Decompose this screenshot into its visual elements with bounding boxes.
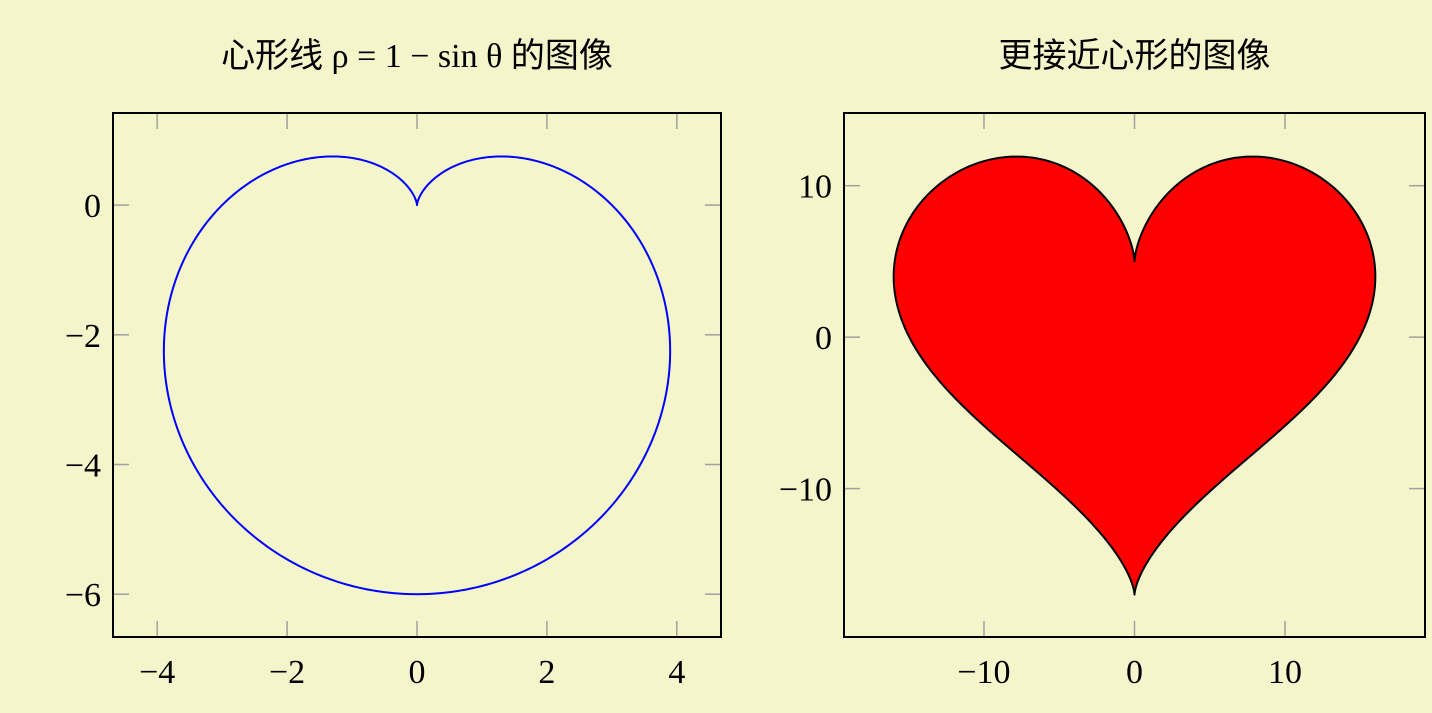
heart-shape [892, 155, 1377, 596]
chart-title-heart: 更接近心形的图像 [998, 38, 1271, 75]
axis-frame [112, 112, 722, 638]
chart-0: −4 −2 0 2 4 0 −2 −4 −6 [65, 112, 722, 691]
cardioid-curve [162, 155, 672, 596]
y-tick-label: −6 [65, 577, 101, 614]
x-tick-label: −4 [139, 654, 175, 691]
y-tick-label: 10 [798, 169, 832, 206]
chart-1: −10 0 10 10 0 −10 [779, 112, 1426, 691]
x-tick-label: 0 [409, 654, 426, 691]
x-tick-label: 2 [538, 654, 555, 691]
x-tick-label: 0 [1126, 654, 1143, 691]
y-tick-label: 0 [815, 320, 832, 357]
x-tick-label: 10 [1268, 654, 1302, 691]
y-tick-label: −4 [65, 447, 101, 484]
y-tick-label: −2 [65, 318, 101, 355]
x-tick-label: −10 [957, 654, 1010, 691]
chart-title-cardioid: 心形线 ρ = 1 − sin θ 的图像 [221, 38, 613, 75]
x-tick-label: 4 [668, 654, 685, 691]
y-tick-label: −10 [779, 472, 832, 509]
axis-frame [843, 112, 1426, 638]
x-tick-label: −2 [269, 654, 305, 691]
y-tick-label: 0 [84, 188, 101, 225]
